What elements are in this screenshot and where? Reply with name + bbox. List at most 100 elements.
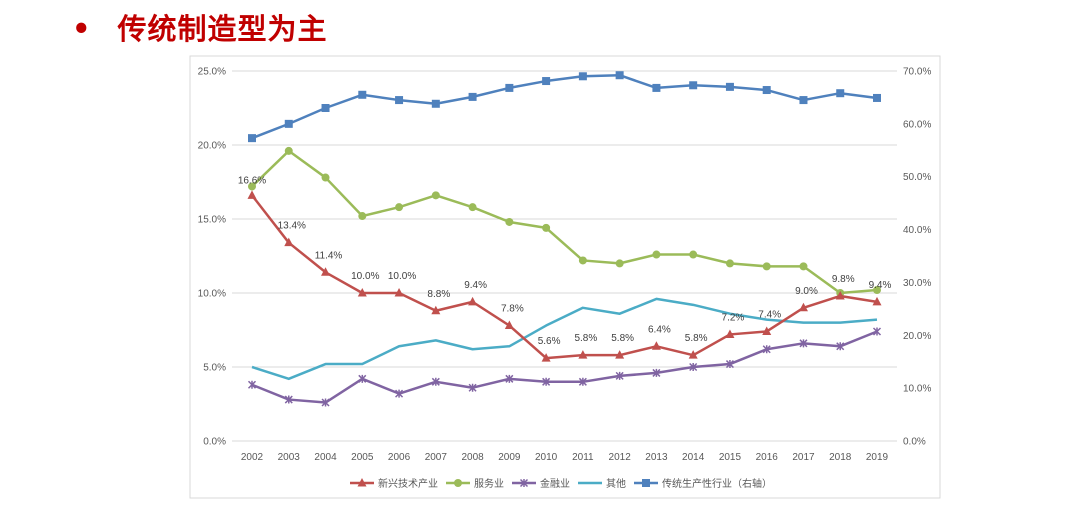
triangle-marker [357, 288, 367, 297]
x-marker [321, 398, 330, 407]
data-label: 11.4% [315, 250, 343, 261]
triangle-marker [284, 237, 294, 247]
square-marker [431, 99, 440, 108]
data-label: 6.4% [648, 324, 671, 335]
legend-label: 金融业 [540, 477, 570, 490]
x-tick-label: 2014 [682, 452, 705, 463]
data-label: 10.0% [388, 271, 416, 282]
triangle-marker [725, 329, 735, 338]
circle-marker [468, 203, 477, 212]
legend-label: 新兴技术产业 [378, 477, 438, 490]
square-marker [689, 81, 698, 90]
data-label: 8.8% [427, 289, 450, 300]
y-right-tick-label: 30.0% [903, 278, 931, 289]
series-line-1 [251, 149, 878, 295]
data-label: 5.6% [538, 336, 561, 347]
circle-marker [615, 259, 624, 268]
x-tick-label: 2002 [241, 452, 264, 463]
y-left-tick-label: 0.0% [203, 437, 226, 448]
x-tick-label: 2010 [535, 452, 558, 463]
x-marker [505, 374, 514, 383]
square-marker [615, 71, 624, 80]
data-label: 5.8% [685, 333, 708, 344]
x-marker [689, 362, 698, 372]
data-label: 7.8% [501, 304, 524, 315]
circle-marker [652, 250, 661, 259]
square-marker [358, 90, 367, 99]
circle-marker [542, 223, 551, 232]
data-label: 7.2% [722, 312, 745, 323]
y-right-tick-label: 0.0% [903, 437, 926, 448]
circle-marker [284, 146, 293, 155]
y-left-tick-label: 25.0% [198, 67, 226, 78]
circle-marker [248, 182, 256, 191]
triangle-marker [762, 326, 772, 335]
triangle-marker [872, 296, 882, 306]
triangle-marker [504, 320, 514, 330]
square-marker [284, 119, 293, 128]
x-marker [542, 377, 551, 386]
circle-marker [431, 191, 440, 200]
x-marker [578, 377, 587, 386]
y-left-tick-label: 5.0% [203, 363, 226, 374]
data-label: 10.0% [351, 271, 379, 282]
triangle-marker [798, 302, 808, 312]
circle-marker [873, 286, 881, 295]
x-marker [395, 389, 404, 398]
chart-frame [189, 55, 941, 499]
x-tick-label: 2013 [645, 452, 668, 463]
x-tick-label: 2015 [719, 452, 742, 463]
triangle-marker [431, 305, 441, 315]
series-line-3 [251, 297, 878, 381]
legend-label: 其他 [606, 477, 626, 490]
y-left-tick-label: 10.0% [198, 289, 226, 300]
square-marker [468, 92, 477, 101]
circle-marker [578, 256, 587, 265]
x-tick-label: 2004 [314, 452, 337, 463]
x-marker [836, 342, 845, 351]
x-tick-label: 2007 [425, 452, 448, 463]
x-marker [247, 380, 257, 389]
series-line-0 [251, 194, 878, 360]
x-tick-label: 2016 [756, 452, 779, 463]
data-label: 9.4% [869, 280, 892, 291]
triangle-marker [394, 288, 404, 297]
circle-marker [725, 259, 734, 268]
y-right-tick-label: 50.0% [903, 172, 931, 183]
triangle-marker [615, 350, 625, 359]
x-marker [284, 395, 293, 404]
x-marker [799, 339, 808, 348]
triangle-marker [541, 353, 551, 362]
legend-label: 传统生产性行业（右轴） [662, 477, 772, 490]
x-tick-label: 2017 [792, 452, 815, 463]
square-marker [725, 82, 734, 91]
y-right-tick-label: 10.0% [903, 384, 931, 395]
x-marker [652, 368, 661, 377]
square-marker [578, 72, 587, 81]
y-right-tick-label: 40.0% [903, 225, 931, 236]
x-tick-label: 2012 [609, 452, 632, 463]
x-tick-label: 2011 [572, 452, 594, 463]
series-line-4 [251, 73, 878, 140]
circle-marker [321, 173, 330, 182]
series-line-2 [251, 330, 878, 404]
triangle-marker [651, 341, 661, 350]
square-marker [248, 134, 256, 143]
triangle-marker [468, 296, 478, 306]
data-label: 16.6% [238, 175, 266, 186]
square-marker [799, 96, 808, 105]
y-left-tick-label: 20.0% [198, 141, 226, 152]
square-marker [505, 83, 514, 92]
title-bullet: • [72, 12, 92, 46]
data-label: 7.4% [758, 309, 781, 320]
circle-marker [454, 479, 462, 487]
data-label: 9.4% [464, 280, 487, 291]
legend-label: 服务业 [474, 477, 504, 490]
circle-marker [762, 262, 771, 271]
square-marker [395, 96, 404, 105]
y-right-tick-label: 60.0% [903, 119, 931, 130]
data-label: 5.8% [611, 333, 634, 344]
square-marker [836, 89, 845, 98]
x-marker [358, 374, 367, 383]
data-label: 9.0% [795, 286, 818, 297]
